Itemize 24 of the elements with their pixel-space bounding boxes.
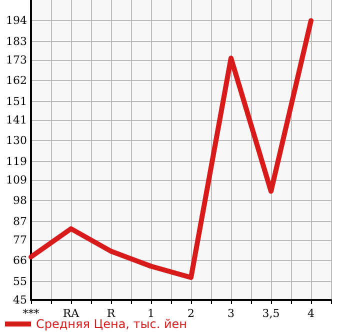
y-tick-label: 98 xyxy=(13,194,27,208)
y-tick-label: 173 xyxy=(6,54,27,66)
y-tick-label: 77 xyxy=(13,234,27,246)
y-tick-label: 109 xyxy=(6,174,27,186)
y-tick-label: 130 xyxy=(6,134,27,148)
x-tick-label: RA xyxy=(62,307,80,320)
y-tick-label: 55 xyxy=(13,274,27,288)
y-tick-label: 119 xyxy=(6,154,27,168)
y-tick-label: 183 xyxy=(6,34,27,48)
x-tick-label: 3 xyxy=(228,307,234,320)
x-tick-label: 2 xyxy=(188,307,194,320)
x-tick-label: 1 xyxy=(148,307,154,320)
y-tick-label: 162 xyxy=(6,74,27,88)
y-tick-label: 151 xyxy=(6,94,27,108)
y-tick-label: 141 xyxy=(6,114,27,126)
legend-label: Средняя Цена, тыс. йен xyxy=(36,317,188,331)
y-tick-label: 45 xyxy=(13,294,27,306)
y-tick-label: 66 xyxy=(13,254,27,268)
x-tick-label: 3,5 xyxy=(262,307,280,320)
x-tick-label: *** xyxy=(22,307,40,320)
y-tick-label: 194 xyxy=(6,14,27,28)
x-tick-label: 4 xyxy=(308,307,314,320)
x-tick-label: R xyxy=(106,307,116,320)
y-tick-label: 87 xyxy=(13,214,27,228)
